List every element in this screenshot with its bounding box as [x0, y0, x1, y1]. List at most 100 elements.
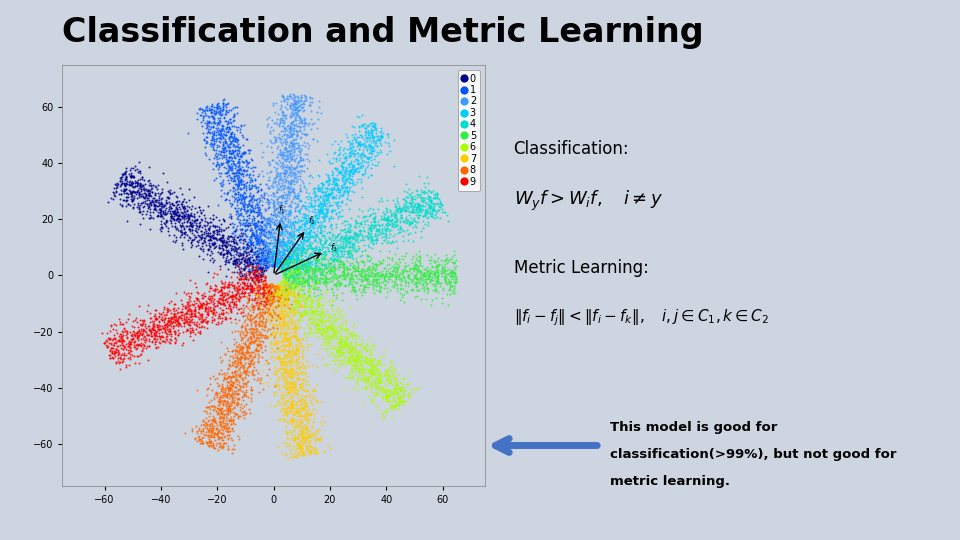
Point — [327, 247, 343, 255]
Point — [294, 301, 309, 310]
Point — [263, 210, 278, 219]
Point — [353, 350, 369, 359]
Point — [216, 422, 231, 430]
Point — [112, 354, 128, 362]
Point — [218, 155, 233, 164]
Point — [219, 248, 234, 257]
Point — [144, 188, 159, 197]
Point — [188, 303, 204, 312]
Point — [252, 307, 268, 316]
Point — [211, 397, 227, 406]
Point — [348, 167, 363, 176]
Point — [333, 161, 348, 170]
Point — [358, 137, 373, 146]
Point — [213, 168, 228, 177]
Point — [306, 449, 322, 457]
Point — [273, 237, 288, 245]
Point — [365, 359, 380, 367]
Point — [253, 255, 269, 264]
Point — [365, 244, 380, 252]
Point — [306, 293, 322, 301]
Point — [225, 424, 240, 433]
Point — [221, 255, 236, 264]
Point — [432, 199, 447, 208]
Point — [276, 193, 292, 202]
Point — [279, 264, 295, 273]
Point — [277, 199, 293, 207]
Point — [156, 305, 172, 314]
Point — [387, 385, 402, 394]
Point — [407, 258, 422, 266]
Point — [375, 411, 391, 420]
Point — [284, 130, 300, 138]
Point — [180, 129, 195, 137]
Point — [170, 208, 185, 217]
Point — [276, 265, 291, 273]
Point — [381, 272, 396, 281]
Point — [230, 414, 246, 422]
Point — [300, 244, 316, 252]
Point — [343, 338, 358, 346]
Point — [382, 215, 397, 224]
Point — [290, 295, 305, 303]
Point — [276, 245, 291, 254]
Point — [118, 178, 133, 187]
Point — [288, 265, 303, 273]
Point — [271, 384, 286, 393]
Point — [363, 360, 378, 368]
Point — [389, 383, 404, 391]
Point — [239, 268, 254, 277]
Point — [238, 218, 253, 226]
Point — [275, 122, 290, 130]
Point — [214, 309, 229, 318]
Point — [245, 252, 260, 261]
Point — [304, 221, 320, 230]
Point — [373, 278, 389, 287]
Point — [215, 104, 230, 113]
Point — [254, 267, 270, 275]
Point — [302, 233, 318, 241]
Point — [233, 151, 249, 159]
Point — [325, 206, 341, 214]
Point — [108, 345, 124, 354]
Point — [220, 100, 235, 109]
Point — [433, 278, 448, 287]
Point — [296, 247, 311, 255]
Point — [262, 244, 277, 252]
Point — [298, 232, 313, 240]
Point — [354, 156, 370, 164]
Point — [309, 266, 324, 275]
Point — [140, 330, 156, 339]
Point — [216, 373, 231, 381]
Point — [299, 265, 314, 274]
Point — [280, 270, 296, 279]
Point — [357, 358, 372, 367]
Point — [293, 166, 308, 175]
Point — [171, 211, 186, 220]
Point — [283, 385, 299, 394]
Point — [407, 192, 422, 201]
Point — [311, 307, 326, 316]
Point — [119, 328, 134, 337]
Point — [307, 387, 323, 395]
Point — [270, 287, 285, 295]
Point — [350, 352, 366, 361]
Point — [302, 228, 318, 237]
Point — [254, 289, 270, 298]
Point — [332, 338, 348, 347]
Point — [244, 251, 259, 260]
Point — [298, 266, 313, 275]
Point — [270, 221, 285, 230]
Point — [337, 310, 352, 319]
Point — [301, 202, 317, 211]
Point — [349, 132, 365, 141]
Point — [267, 235, 282, 244]
Point — [232, 412, 248, 421]
Point — [270, 248, 285, 257]
Point — [324, 238, 339, 247]
Point — [126, 187, 141, 196]
Point — [275, 360, 290, 369]
Point — [261, 255, 276, 264]
Point — [318, 272, 333, 280]
Point — [228, 363, 244, 372]
